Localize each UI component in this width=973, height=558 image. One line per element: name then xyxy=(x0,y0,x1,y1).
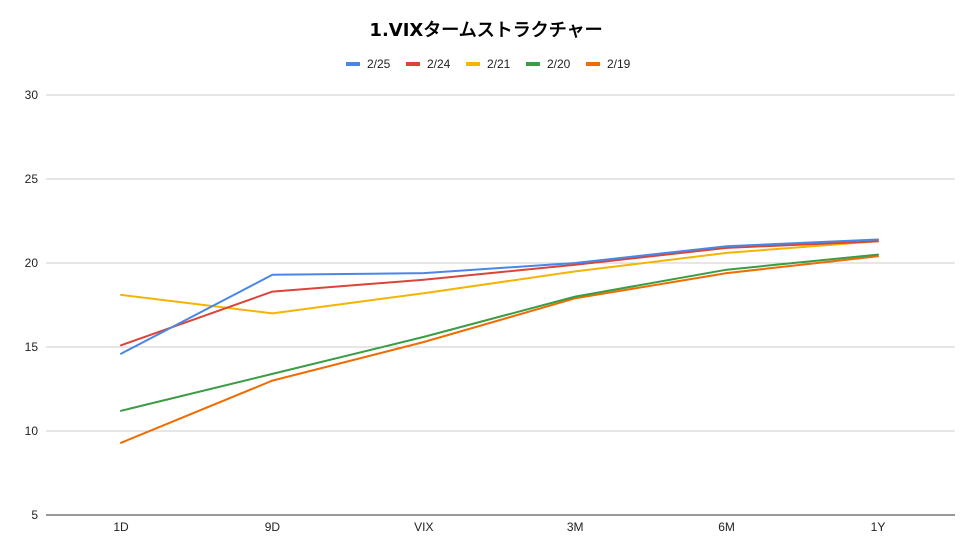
legend-label: 2/21 xyxy=(487,57,511,71)
legend: 2/25 2/24 2/21 2/20 2/19 xyxy=(346,57,631,71)
series-line-2-21 xyxy=(120,240,879,315)
series-line-2-24 xyxy=(120,240,879,347)
x-tick-label: 6M xyxy=(718,520,735,534)
series-line-2-19 xyxy=(120,255,879,444)
y-tick-label: 20 xyxy=(25,256,39,270)
x-tick-label: 1Y xyxy=(871,520,886,534)
y-tick-label: 15 xyxy=(25,340,39,354)
x-axis-ticks: 1D 9D VIX 3M 6M 1Y xyxy=(113,520,885,534)
y-tick-label: 25 xyxy=(25,172,39,186)
series-line-2-25 xyxy=(120,238,879,355)
gridlines xyxy=(46,94,955,432)
series-lines xyxy=(120,238,879,444)
y-axis-ticks: 5 10 15 20 25 30 xyxy=(25,88,39,522)
y-tick-label: 10 xyxy=(25,424,39,438)
legend-label: 2/25 xyxy=(367,57,391,71)
y-tick-label: 30 xyxy=(25,88,39,102)
x-tick-label: VIX xyxy=(414,520,433,534)
legend-label: 2/20 xyxy=(547,57,571,71)
legend-label: 2/19 xyxy=(607,57,631,71)
x-tick-label: 3M xyxy=(567,520,584,534)
legend-label: 2/24 xyxy=(427,57,451,71)
x-tick-label: 9D xyxy=(265,520,281,534)
chart-title: 1.VIXタームストラクチャー xyxy=(369,20,602,41)
series-line-2-20 xyxy=(120,253,879,412)
y-tick-label: 5 xyxy=(31,508,38,522)
x-tick-label: 1D xyxy=(113,520,129,534)
